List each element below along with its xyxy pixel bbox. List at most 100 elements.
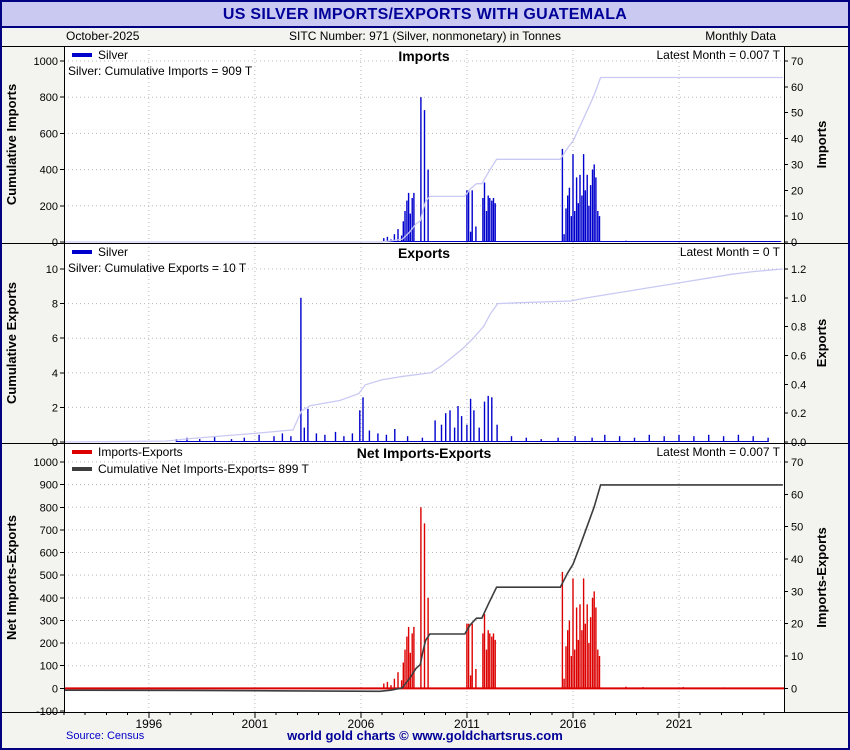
bar — [494, 203, 496, 242]
bar — [406, 200, 408, 242]
left-tick-label: 600 — [40, 548, 58, 560]
x-tick-label: 2001 — [242, 717, 269, 731]
source-link[interactable]: Source: Census — [66, 730, 145, 742]
bar — [491, 397, 493, 442]
bar — [478, 427, 480, 442]
bar — [593, 591, 595, 689]
bar — [597, 211, 599, 242]
right-tick-label: 50 — [791, 108, 803, 120]
bar — [386, 236, 389, 242]
bar — [359, 410, 361, 442]
bar — [565, 208, 567, 242]
x-tick-label: 2006 — [348, 717, 375, 731]
bar — [434, 420, 436, 442]
latest-month-label: Latest Month = 0.007 T — [656, 445, 780, 459]
bar — [406, 436, 409, 442]
bar — [334, 431, 337, 442]
bar — [648, 434, 650, 442]
bar — [413, 192, 415, 242]
right-tick-label: 20 — [791, 619, 803, 631]
bar — [682, 241, 684, 242]
bar — [469, 398, 472, 443]
bar — [482, 633, 484, 689]
bar — [708, 434, 710, 442]
bar — [467, 190, 470, 242]
bar — [411, 198, 413, 242]
bar — [290, 436, 292, 442]
bar — [423, 523, 426, 689]
bar — [567, 195, 569, 242]
bar — [407, 192, 410, 242]
right-tick-label: 10 — [791, 651, 803, 663]
bar — [445, 413, 447, 442]
bar — [453, 427, 456, 442]
left-tick-label: 100 — [40, 661, 58, 673]
bar — [722, 687, 725, 689]
bar — [406, 636, 408, 689]
left-tick-label: 200 — [40, 638, 58, 650]
footer: Source: Census world gold charts © www.g… — [2, 726, 848, 748]
legend-label: Cumulative Net Imports-Exports= 899 T — [98, 462, 310, 476]
bar — [577, 203, 579, 242]
bar — [496, 424, 498, 442]
brand-link[interactable]: world gold charts © www.goldchartsrus.co… — [287, 728, 563, 743]
bar — [324, 434, 326, 442]
bar — [400, 680, 403, 689]
bar — [420, 97, 422, 242]
left-tick-label: 4 — [52, 368, 58, 380]
bar — [469, 231, 472, 242]
left-tick-label: 0 — [52, 683, 58, 695]
right-axis-title: Imports — [814, 121, 829, 169]
bar — [489, 633, 491, 689]
bar — [475, 226, 477, 242]
panel-title: Imports — [398, 48, 450, 64]
bar — [591, 169, 594, 242]
bar — [315, 433, 318, 442]
bar — [475, 669, 477, 689]
bar — [303, 427, 305, 442]
exports-bars — [175, 297, 769, 443]
legend-label: Silver — [98, 245, 128, 259]
right-tick-label: 30 — [791, 586, 803, 598]
right-tick-label: 0.6 — [791, 351, 806, 363]
x-tick-label: 2021 — [666, 717, 693, 731]
bar — [420, 507, 422, 689]
bar — [413, 626, 415, 689]
right-tick-label: 0.2 — [791, 408, 806, 420]
bar — [575, 607, 578, 689]
bar — [767, 437, 769, 442]
bar — [582, 154, 585, 242]
panel-title: Net Imports-Exports — [357, 445, 492, 461]
bar — [281, 433, 284, 442]
net-cumulative-line — [63, 484, 783, 693]
charts-canvas: 0 200 400 600 800 1000 0 10 20 30 40 50 60 70 Cumulati… — [2, 46, 848, 731]
bar — [368, 430, 371, 442]
right-tick-label: 0.8 — [791, 322, 806, 334]
bar — [563, 234, 565, 242]
bar — [779, 687, 782, 689]
bar — [230, 439, 233, 442]
bar — [642, 241, 644, 242]
plot-area — [64, 243, 784, 443]
cumulative-annotation: Silver: Cumulative Exports = 10 T — [68, 261, 247, 275]
bar — [471, 190, 473, 242]
bar — [457, 406, 459, 442]
bar — [584, 190, 586, 242]
bar — [584, 623, 586, 689]
left-axis-title: Cumulative Exports — [4, 282, 19, 404]
bar — [473, 410, 475, 442]
subheader: October-2025 SITC Number: 971 (Silver, n… — [2, 28, 848, 44]
bar — [199, 439, 201, 442]
report-date-label: October-2025 — [66, 29, 140, 43]
bar — [404, 649, 406, 689]
bar — [483, 401, 486, 442]
bar — [586, 604, 588, 689]
bar — [567, 630, 569, 689]
exports-cumulative-line — [63, 268, 783, 443]
bar — [693, 436, 695, 442]
bar — [604, 434, 606, 442]
bar — [390, 685, 392, 689]
bar — [402, 221, 404, 242]
bar — [427, 597, 429, 689]
